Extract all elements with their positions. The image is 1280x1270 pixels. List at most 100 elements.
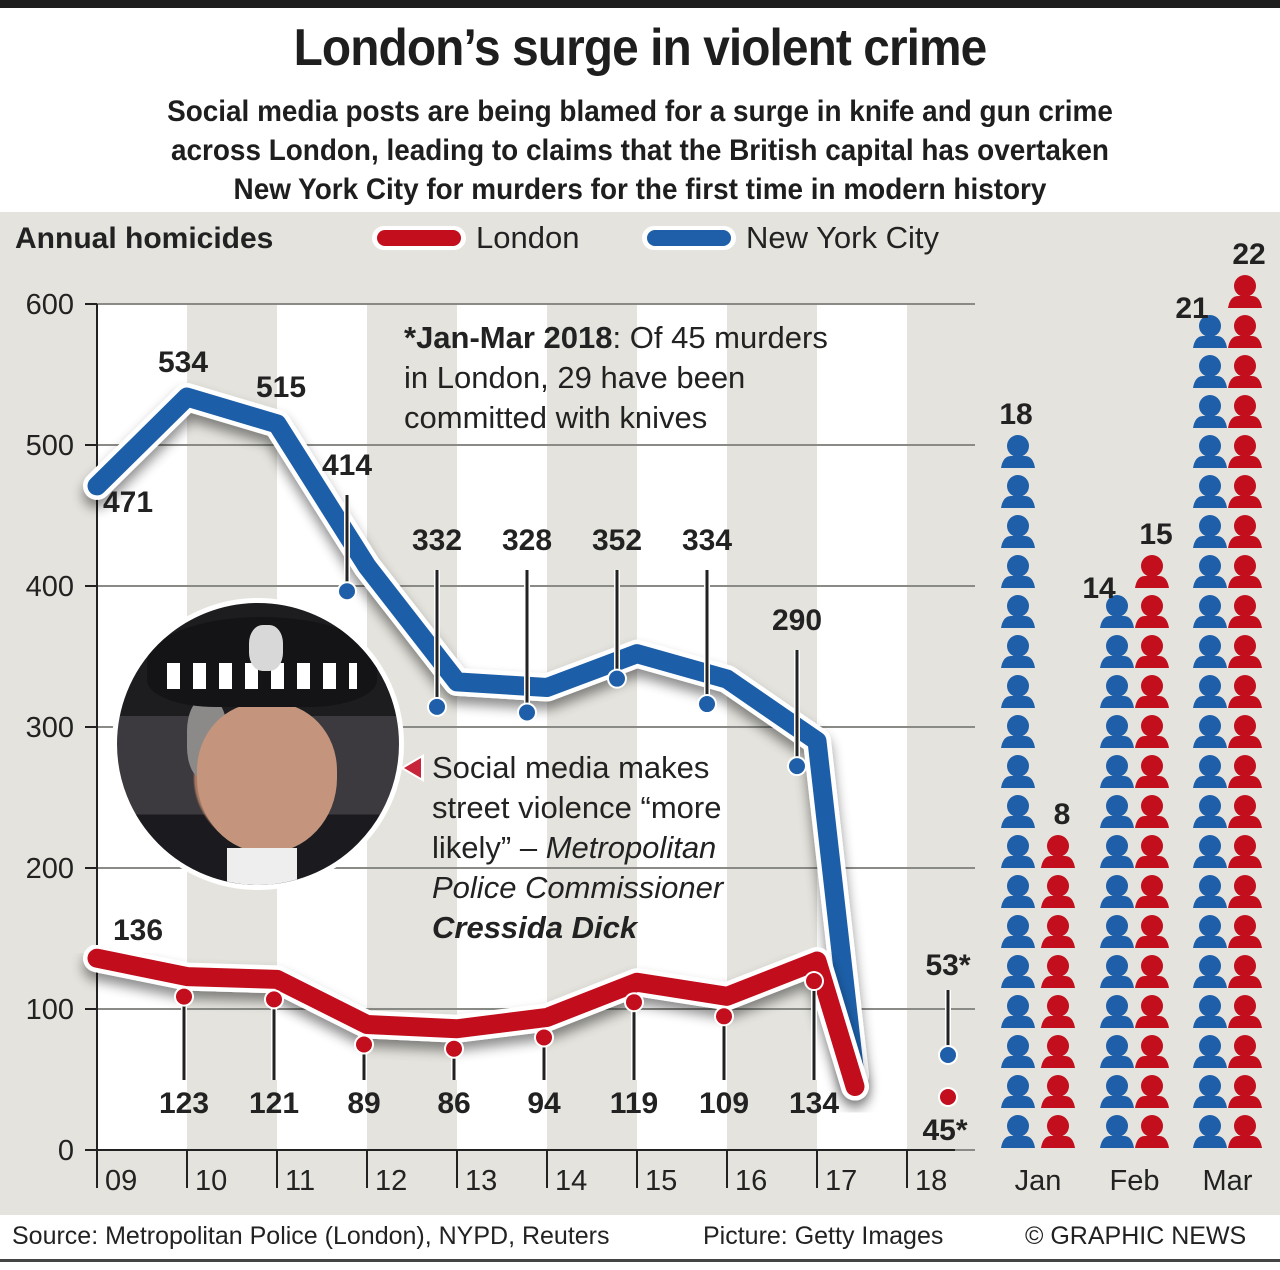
london-person-icon <box>1135 995 1169 1028</box>
nyc-person-icon <box>1193 475 1227 508</box>
london-person-icon <box>1041 1115 1075 1148</box>
x-tick-label: 13 <box>465 1165 497 1197</box>
nyc-person-icon <box>1193 435 1227 468</box>
london-pin-dot <box>940 1089 956 1105</box>
london-person-icon <box>1228 955 1262 988</box>
nyc-pin-dot <box>339 583 355 600</box>
subtitle-line: New York City for murders for the first … <box>233 173 1047 206</box>
photo-badge <box>249 625 283 671</box>
london-pin-dot <box>716 1008 732 1025</box>
nyc-person-icon <box>1100 995 1134 1028</box>
nyc-person-icon <box>1001 555 1035 588</box>
note-text: committed with knives <box>404 400 708 435</box>
london-person-icon <box>1135 955 1169 988</box>
nyc-person-icon <box>1193 915 1227 948</box>
quote-text: street violence “more <box>432 790 722 825</box>
london-person-icon <box>1228 1115 1262 1148</box>
london-person-icon <box>1041 915 1075 948</box>
y-tick-label: 400 <box>26 571 74 603</box>
nyc-person-icon <box>1193 1075 1227 1108</box>
photo-face <box>197 703 337 853</box>
london-person-icon <box>1228 515 1262 548</box>
pictogram-count-label: 8 <box>1054 798 1071 831</box>
london-value-label: 109 <box>699 1087 749 1120</box>
london-person-icon <box>1041 1075 1075 1108</box>
london-person-icon <box>1228 475 1262 508</box>
x-tick-label: 14 <box>555 1165 587 1197</box>
nyc-person-icon <box>1100 1115 1134 1148</box>
london-person-icon <box>1135 875 1169 908</box>
london-person-icon <box>1135 755 1169 788</box>
pictogram-count-label: 22 <box>1232 238 1265 271</box>
nyc-person-icon <box>1001 595 1035 628</box>
photo-collar <box>227 848 297 885</box>
y-tick-label: 300 <box>26 712 74 744</box>
x-tick-label: 16 <box>735 1165 767 1197</box>
subtitle: Social media posts are being blamed for … <box>0 92 1280 209</box>
subtitle-line: across London, leading to claims that th… <box>171 134 1109 167</box>
london-person-icon <box>1135 1035 1169 1068</box>
month-label: Jan <box>1015 1165 1062 1197</box>
nyc-person-icon <box>1001 435 1035 468</box>
x-tick-label: 18 <box>915 1165 947 1197</box>
note-bold: *Jan-Mar 2018 <box>404 320 613 355</box>
london-value-label: 86 <box>437 1087 470 1120</box>
nyc-person-icon <box>1193 675 1227 708</box>
nyc-person-icon <box>1193 795 1227 828</box>
london-person-icon <box>1228 555 1262 588</box>
london-person-icon <box>1228 915 1262 948</box>
nyc-person-icon <box>1001 955 1035 988</box>
nyc-value-label: 334 <box>682 524 732 557</box>
legend-swatch-nyc <box>647 230 731 246</box>
nyc-person-icon <box>1193 875 1227 908</box>
london-person-icon <box>1135 595 1169 628</box>
london-person-icon <box>1228 355 1262 388</box>
nyc-person-icon <box>1193 995 1227 1028</box>
footer: Source: Metropolitan Police (London), NY… <box>0 1218 1280 1258</box>
x-tick-label: 17 <box>825 1165 857 1197</box>
x-tick-label: 11 <box>285 1165 315 1197</box>
y-tick-label: 600 <box>26 289 74 321</box>
london-person-icon <box>1041 995 1075 1028</box>
london-pin-dot <box>536 1029 552 1046</box>
legend: Annual homicides London New York City <box>15 220 939 255</box>
nyc-person-icon <box>1001 875 1035 908</box>
nyc-person-icon <box>1193 355 1227 388</box>
quote-name: Cressida Dick <box>432 910 638 945</box>
london-person-icon <box>1228 435 1262 468</box>
y-tick-label: 0 <box>58 1135 74 1167</box>
nyc-person-icon <box>1001 755 1035 788</box>
nyc-pin-dot <box>699 696 715 713</box>
london-person-icon <box>1228 275 1262 308</box>
chart-title: Annual homicides <box>15 222 273 255</box>
london-person-icon <box>1228 875 1262 908</box>
london-person-icon <box>1135 715 1169 748</box>
london-person-icon <box>1228 1075 1262 1108</box>
nyc-person-icon <box>1001 915 1035 948</box>
london-person-icon <box>1041 835 1075 868</box>
nyc-value-label: 352 <box>592 524 642 557</box>
london-person-icon <box>1135 1115 1169 1148</box>
nyc-person-icon <box>1193 635 1227 668</box>
nyc-value-label: 53* <box>925 949 970 982</box>
london-value-label: 134 <box>789 1087 839 1120</box>
nyc-person-icon <box>1193 715 1227 748</box>
x-tick-label: 09 <box>105 1165 137 1197</box>
nyc-person-icon <box>1001 795 1035 828</box>
nyc-person-icon <box>1001 515 1035 548</box>
x-tick-label: 15 <box>645 1165 677 1197</box>
nyc-value-label: 328 <box>502 524 552 557</box>
nyc-person-icon <box>1193 395 1227 428</box>
nyc-person-icon <box>1100 675 1134 708</box>
london-value-label: 136 <box>113 914 163 947</box>
nyc-pin-dot <box>940 1047 956 1063</box>
london-person-icon <box>1228 675 1262 708</box>
month-label: Feb <box>1110 1165 1160 1197</box>
london-value-label: 119 <box>610 1087 658 1120</box>
commissioner-photo <box>112 598 404 890</box>
subtitle-line: Social media posts are being blamed for … <box>167 95 1113 128</box>
picture-credit: Picture: Getty Images <box>703 1222 944 1250</box>
y-tick-label: 200 <box>26 853 74 885</box>
london-person-icon <box>1135 635 1169 668</box>
nyc-person-icon <box>1001 675 1035 708</box>
